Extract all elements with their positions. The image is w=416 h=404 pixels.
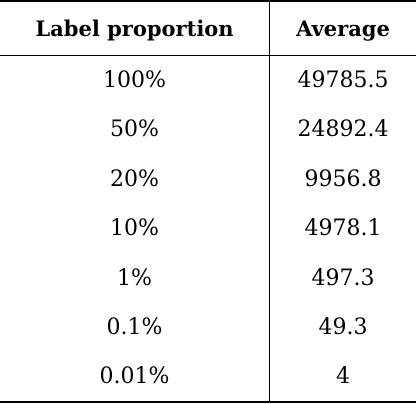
cell-label-proportion: 0.01% [99,364,170,389]
cell-average: 24892.4 [297,117,389,142]
header-average: Average [296,16,390,41]
cell-average: 4978.1 [304,216,382,241]
cell-average: 49.3 [318,315,368,340]
cell-label-proportion: 20% [110,167,159,192]
cell-average: 49785.5 [297,68,389,93]
table-bottom-rule [0,401,416,403]
cell-average: 4 [336,364,350,389]
cell-average: 497.3 [311,266,375,291]
cell-label-proportion: 1% [117,266,152,291]
table-header-rule [0,55,416,56]
column-divider [269,0,270,403]
cell-label-proportion: 0.1% [106,315,163,340]
cell-label-proportion: 50% [110,117,159,142]
cell-label-proportion: 10% [110,216,159,241]
cell-average: 9956.8 [304,167,382,192]
header-label-proportion: Label proportion [35,16,234,41]
cell-label-proportion: 100% [103,68,166,93]
table-top-rule [0,0,416,2]
